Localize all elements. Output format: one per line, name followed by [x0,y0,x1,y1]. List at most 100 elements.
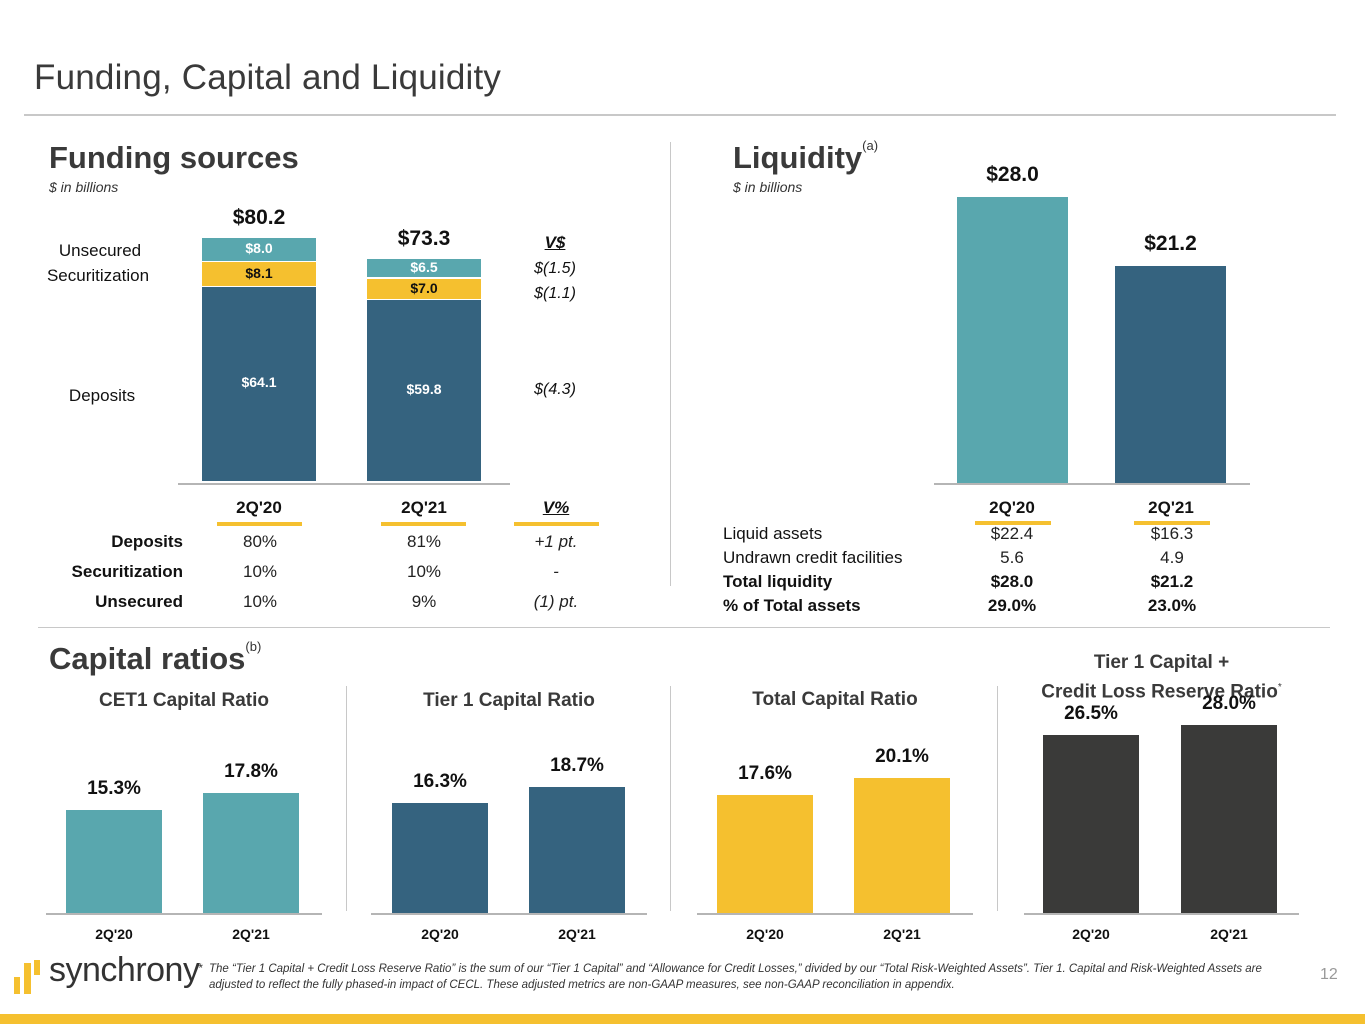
capital-x-tick-label: 2Q'21 [232,926,270,942]
funding-row-label-unsecured: Unsecured [58,241,142,260]
capital-bar-label: 20.1% [875,745,929,767]
funding-bar-segment-label: $6.5 [410,259,438,275]
footnote-asterisk: * [198,963,203,975]
capital-x-tick-label: 2Q'20 [95,926,133,942]
funding-col-2q20: 2Q'20 [236,498,282,517]
liquidity-table-cell: 5.6 [1000,548,1024,567]
capital-x-tick-label: 2Q'20 [421,926,459,942]
funding-bar-segment-unsecured [202,238,316,261]
funding-bar-segment-label: $59.8 [406,381,442,398]
capital-x-axis [1024,913,1299,915]
liquidity-table-cell: 29.0% [987,596,1037,615]
capital-chart-title: Tier 1 Capital + Credit Loss Reserve Rati… [1004,650,1319,704]
capital-bar-label: 15.3% [87,778,141,800]
funding-table-cell: +1 pt. [534,532,578,551]
liquidity-table-cell: $21.2 [1150,572,1194,591]
liquidity-footnote-marker: (a) [862,138,879,153]
funding-table-row-label: Unsecured [95,592,183,611]
liquidity-x-axis [934,483,1250,485]
liquidity-table-cell: 4.9 [1160,548,1184,567]
capital-bar-label: 26.5% [1064,702,1118,724]
funding-subtitle: $ in billions [49,179,119,195]
liquidity-title: Liquidity(a) [733,138,879,176]
liquidity-table-row-label: Undrawn credit facilities [723,548,903,567]
liquidity-table-cell: $22.4 [990,524,1034,543]
funding-bar-segment-label: $8.1 [245,264,273,281]
section-divider [670,142,671,586]
liquidity-table-row-label: % of Total assets [723,596,861,615]
funding-bar-total-label: $80.2 [232,206,286,229]
funding-delta-securitization: $(1.1) [534,285,576,302]
funding-bar-segment-securitization [202,262,316,286]
funding-delta-unsecured: $(1.5) [534,260,576,277]
capital-divider [670,686,671,911]
capital-bar [66,810,162,913]
liquidity-col-2q20: 2Q'20 [989,498,1035,517]
capital-bar [854,777,950,913]
header-divider [24,114,1336,116]
capital-x-tick-label: 2Q'21 [883,926,921,942]
capital-x-tick-label: 2Q'21 [558,926,596,942]
capital-chart-title: Tier 1 Capital Ratio [423,690,595,711]
capital-bar-label: 17.6% [738,762,792,784]
bottom-accent-band [0,1014,1365,1024]
capital-x-tick-label: 2Q'21 [1210,926,1248,942]
capital-x-axis [697,913,973,915]
funding-delta-header: V$ [544,233,566,252]
liquidity-table-row-label: Total liquidity [723,572,833,591]
page-number: 12 [1320,966,1338,983]
capital-bar-label: 17.8% [224,761,278,783]
liquidity-bar [1115,266,1226,483]
liquidity-col-underline [1134,521,1210,525]
funding-delta-deposits: $(4.3) [534,381,576,398]
funding-table-cell: 9% [411,592,437,611]
capital-chart-title-line: Credit Loss Reserve Ratio* [1041,681,1282,703]
capital-title-text: Capital ratios [49,641,246,676]
capital-chart-title-line: Tier 1 Capital + [1093,652,1230,673]
liquidity-col-underline [975,521,1051,525]
funding-table-cell: 10% [406,562,442,581]
capital-bar [1181,724,1277,913]
funding-bar-segment-label: $8.0 [245,240,273,257]
capital-x-tick-label: 2Q'20 [1072,926,1110,942]
logo-wordmark: synchrony [49,951,200,989]
capital-bar [1043,734,1139,913]
funding-bar-segment-securitization [367,278,481,299]
funding-col-vpct: V% [542,498,570,517]
liquidity-table-row-label: Liquid assets [723,524,823,543]
capital-bar [717,794,813,913]
funding-table-cell: 81% [406,532,442,551]
liquidity-title-text: Liquidity [733,140,863,175]
liquidity-table-cell: $28.0 [990,572,1034,591]
funding-x-axis [178,483,510,485]
footnote: * The “Tier 1 Capital + Credit Loss Rese… [198,961,1278,993]
footnote-text: The “Tier 1 Capital + Credit Loss Reserv… [209,963,1262,991]
liquidity-table-cell: 23.0% [1147,596,1197,615]
liquidity-bar-chart: $28.0 $21.2 [0,0,1226,483]
capital-x-axis [371,913,647,915]
funding-col-underline [381,522,466,526]
liquidity-bar [957,197,1068,483]
funding-col-2q21: 2Q'21 [401,498,447,517]
liquidity-bar-label: $28.0 [986,163,1039,186]
liquidity-bar-label: $21.2 [1144,232,1197,256]
capital-title: Capital ratios(b) [49,639,261,677]
capital-bar-label: 28.0% [1202,692,1256,714]
capital-bar-label: 16.3% [413,771,467,793]
capital-bar [203,793,299,913]
funding-bar-segment-deposits [202,287,316,482]
funding-bar-total-label: $73.3 [397,227,451,251]
capital-chart-title: CET1 Capital Ratio [99,690,269,711]
funding-row-label-deposits: Deposits [68,386,136,405]
funding-table-cell: 10% [242,562,278,581]
logo-bar-icon [14,977,20,994]
funding-bar-segment-deposits [367,300,481,482]
liquidity-table-cell: $16.3 [1150,524,1194,543]
funding-col-underline [514,522,599,526]
funding-row-label-securitization: Securitization [46,266,150,285]
capital-chart-title-marker: * [1277,682,1282,693]
capital-bar [529,787,625,913]
capital-divider [346,686,347,911]
funding-bar-segment-label: $64.1 [241,374,277,391]
page-title: Funding, Capital and Liquidity [34,58,502,97]
